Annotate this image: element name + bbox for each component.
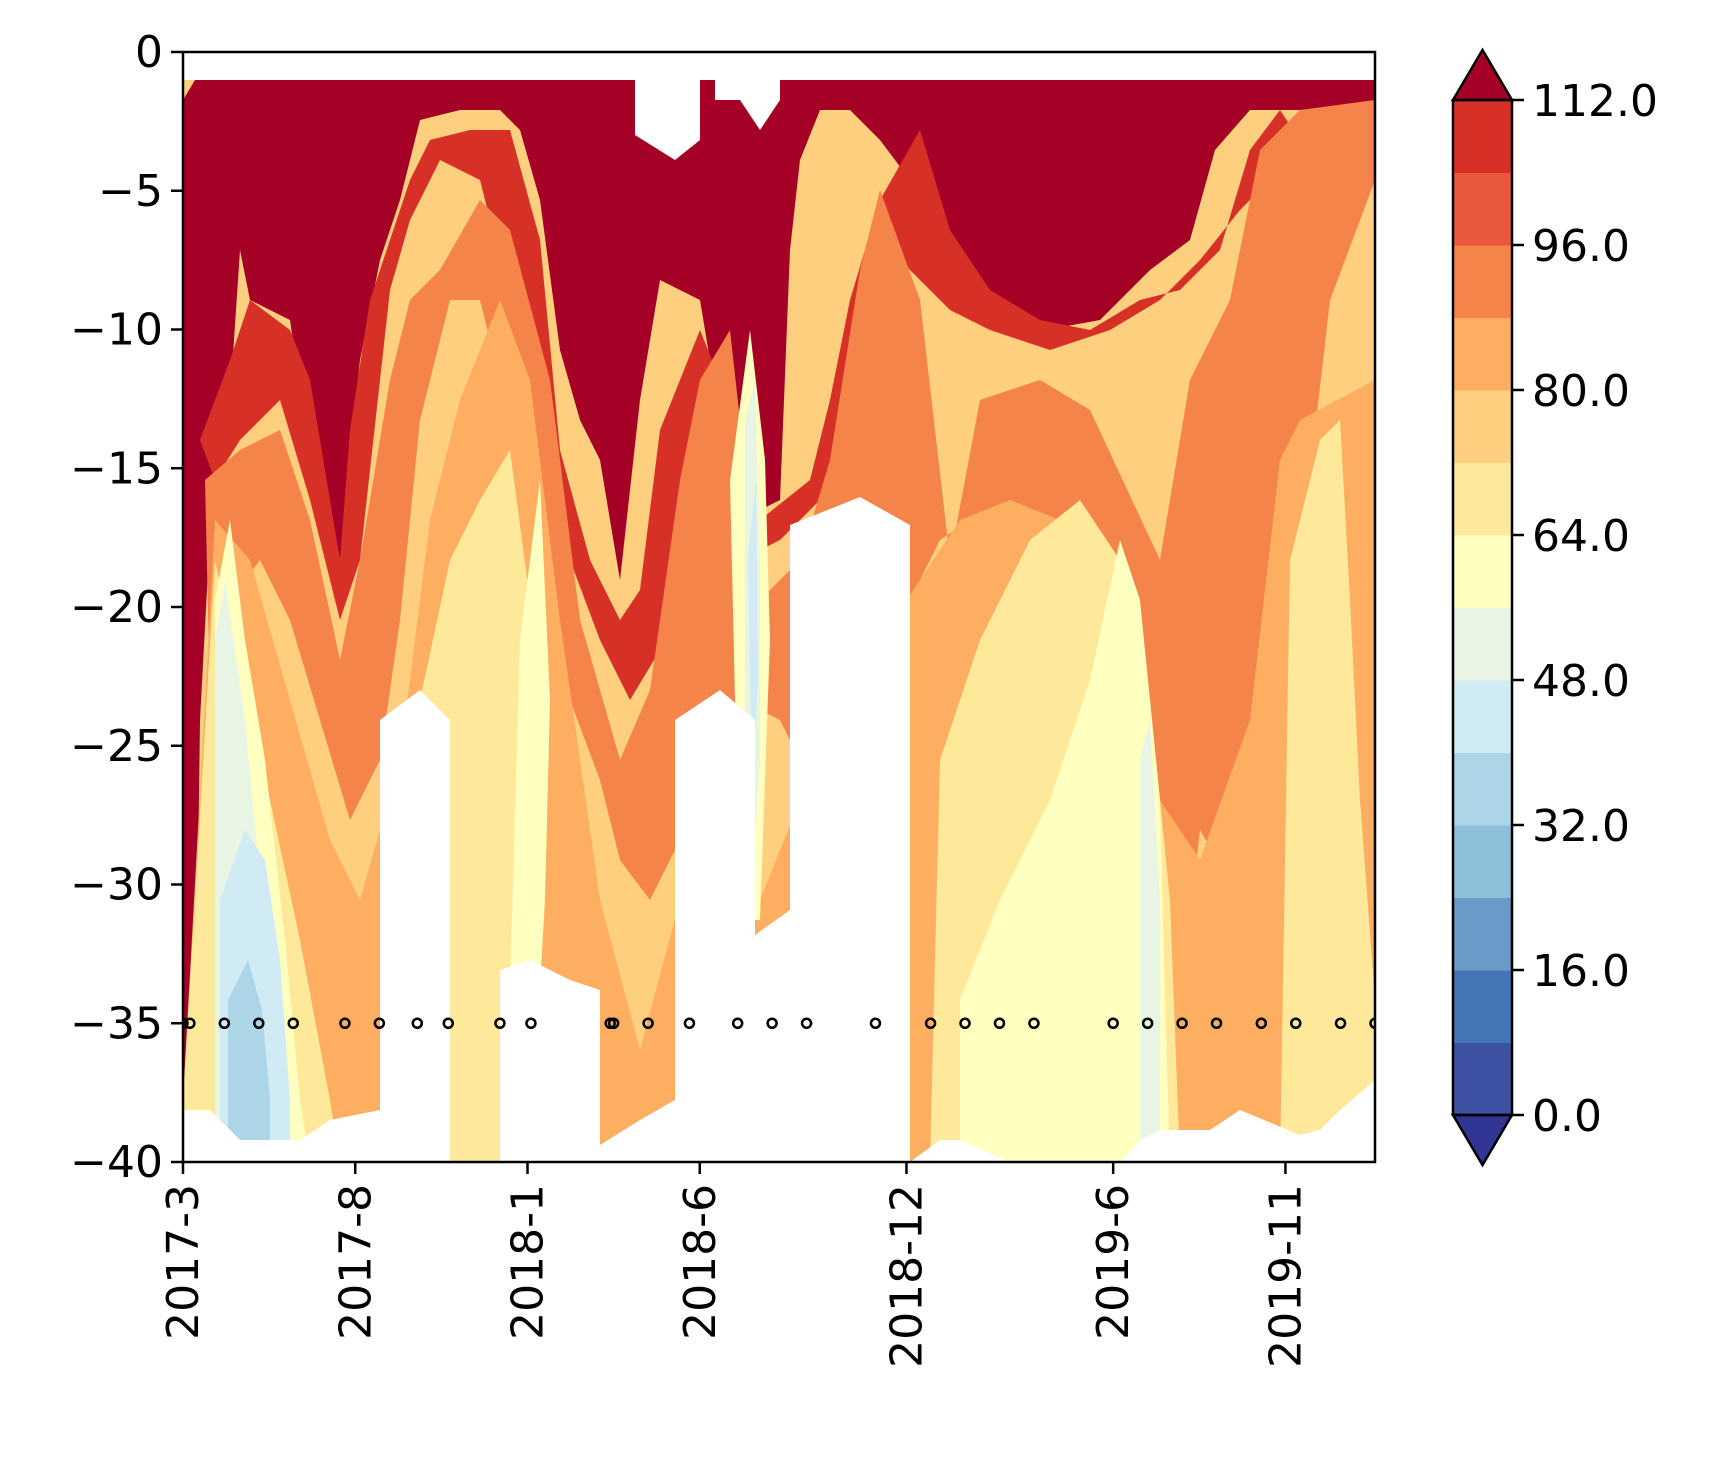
y-tick-label: −25 [70, 721, 163, 772]
missing-data-regions [183, 52, 1375, 1162]
sample-point [1369, 1017, 1375, 1029]
sample-point [287, 1017, 299, 1029]
sample-point [766, 1017, 778, 1029]
sample-point [924, 1017, 937, 1029]
sample-point [1255, 1017, 1268, 1029]
band-dark-red-top [183, 80, 1375, 1100]
colorbar-tick-label: 48.0 [1532, 656, 1630, 707]
colorbar-band [1453, 752, 1512, 826]
sample-point [253, 1017, 265, 1029]
colorbar-band [1453, 317, 1512, 391]
sample-point [642, 1017, 654, 1029]
sample-point [607, 1017, 620, 1029]
y-tick-label: −30 [70, 860, 163, 911]
colorbar-tick-label: 32.0 [1532, 801, 1630, 852]
x-axis: 2017-3 2017-8 2018-1 2018-6 2018-12 2019-6 201… [158, 1162, 1311, 1368]
sample-point [1176, 1017, 1188, 1029]
sample-point [1334, 1017, 1347, 1029]
colorbar-tick-label: 0.0 [1532, 1091, 1602, 1142]
x-tick-label: 2018-6 [675, 1184, 726, 1340]
sample-point [218, 1017, 231, 1029]
x-tick-label: 2019-11 [1260, 1184, 1311, 1368]
band-pale-blue [220, 480, 758, 1162]
colorbar-band [1453, 825, 1512, 898]
sample-markers [183, 1017, 1414, 1029]
sample-point [731, 1017, 744, 1029]
colorbar-band [1453, 390, 1512, 463]
sample-point [683, 1017, 696, 1029]
sample-point [993, 1017, 1006, 1029]
sample-point [1210, 1017, 1223, 1029]
sample-point [1028, 1017, 1040, 1029]
y-tick-label: −35 [70, 998, 163, 1049]
colorbar-extend-max [1450, 47, 1515, 102]
sample-point [1290, 1017, 1302, 1029]
y-tick-label: −5 [98, 166, 163, 217]
colorbar-tick-label: 112.0 [1532, 76, 1658, 127]
sample-point [411, 1017, 424, 1029]
x-tick-label: 2017-8 [330, 1184, 381, 1340]
colorbar-band [1453, 970, 1512, 1043]
colorbar-band [1453, 1042, 1512, 1116]
sample-point [184, 1017, 196, 1029]
y-tick-label: 0 [135, 27, 163, 78]
colorbar-band [1453, 100, 1512, 173]
colorbar-tick-label: 96.0 [1532, 221, 1630, 272]
band-light-yellow [215, 330, 1170, 1162]
colorbar-band [1453, 245, 1512, 318]
y-tick-label: −10 [70, 305, 163, 356]
colorbar-tick-label: 16.0 [1532, 946, 1630, 997]
colorbar-band [1453, 897, 1512, 971]
sample-point [442, 1017, 455, 1029]
colorbar-band [1453, 680, 1512, 753]
sample-point [339, 1017, 351, 1029]
sample-point [1141, 1017, 1154, 1029]
colorbar-tick-label: 64.0 [1532, 511, 1630, 562]
contour-field [183, 52, 1414, 1162]
sample-point [800, 1017, 813, 1029]
sample-point [183, 1017, 189, 1029]
sample-point [1405, 1019, 1414, 1028]
colorbar-frame [1451, 98, 1514, 1117]
colorbar-band [1453, 172, 1512, 246]
sample-point [525, 1017, 537, 1029]
x-tick-label: 2017-3 [158, 1184, 209, 1340]
band-blue [228, 960, 270, 1162]
colorbar: 0.0 16.0 32.0 48.0 64.0 80.0 96.0 112.0 [1450, 47, 1658, 1168]
y-axis: 0 −5 −10 −15 −20 −25 −30 −35 −40 [70, 27, 183, 1188]
sample-point [494, 1017, 506, 1029]
sample-point [1107, 1017, 1119, 1029]
colorbar-band [1453, 607, 1512, 681]
colorbar-band [1453, 535, 1512, 608]
colorbar-tick-label: 80.0 [1532, 366, 1630, 417]
sample-point [373, 1017, 386, 1029]
x-tick-label: 2018-12 [881, 1184, 932, 1368]
y-tick-label: −20 [70, 582, 163, 633]
y-tick-label: −40 [70, 1137, 163, 1188]
colorbar-extend-min [1450, 1113, 1515, 1168]
sample-point [869, 1017, 882, 1029]
y-tick-label: −15 [70, 443, 163, 494]
sample-point [959, 1017, 971, 1029]
colorbar-band [1453, 462, 1512, 536]
x-tick-label: 2018-1 [503, 1184, 554, 1340]
x-tick-label: 2019-6 [1088, 1184, 1139, 1340]
